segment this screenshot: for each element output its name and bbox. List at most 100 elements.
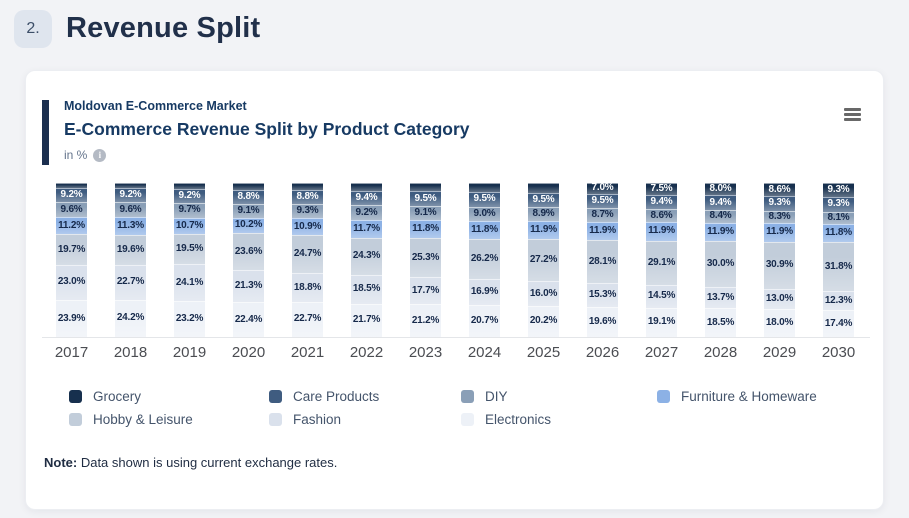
- segment-care-products[interactable]: 9.2%: [174, 188, 205, 203]
- segment-hobby-leisure[interactable]: 30.0%: [705, 241, 736, 288]
- segment-furniture-homeware[interactable]: 10.2%: [233, 217, 264, 234]
- segment-grocery[interactable]: 8.6%: [764, 183, 795, 197]
- segment-fashion[interactable]: 18.5%: [351, 275, 382, 304]
- segment-care-products[interactable]: 8.8%: [292, 190, 323, 204]
- segment-diy[interactable]: 9.6%: [56, 202, 87, 218]
- segment-hobby-leisure[interactable]: 19.6%: [115, 234, 146, 265]
- segment-fashion[interactable]: 21.3%: [233, 269, 264, 303]
- segment-grocery[interactable]: [233, 183, 264, 191]
- segment-furniture-homeware[interactable]: 11.9%: [646, 222, 677, 241]
- stacked-bar-2025[interactable]: 9.5% 8.9% 11.9% 27.2% 16.0% 20.2%: [528, 183, 559, 337]
- segment-electronics[interactable]: 20.7%: [469, 305, 500, 337]
- segment-furniture-homeware[interactable]: 11.8%: [410, 219, 441, 239]
- segment-care-products[interactable]: 9.4%: [351, 191, 382, 206]
- segment-fashion[interactable]: 17.7%: [410, 277, 441, 305]
- segment-electronics[interactable]: 22.4%: [233, 302, 264, 337]
- segment-grocery[interactable]: 7.0%: [587, 183, 618, 194]
- segment-grocery[interactable]: 7.5%: [646, 183, 677, 195]
- segment-hobby-leisure[interactable]: 31.8%: [823, 242, 854, 292]
- stacked-bar-2023[interactable]: 9.5% 9.1% 11.8% 25.3% 17.7% 21.2%: [410, 183, 441, 337]
- segment-diy[interactable]: 8.9%: [528, 207, 559, 222]
- segment-fashion[interactable]: 15.3%: [587, 283, 618, 307]
- segment-furniture-homeware[interactable]: 11.7%: [351, 219, 382, 238]
- segment-diy[interactable]: 8.3%: [764, 210, 795, 224]
- segment-electronics[interactable]: 21.7%: [351, 303, 382, 337]
- segment-grocery[interactable]: [174, 183, 205, 189]
- segment-furniture-homeware[interactable]: 11.8%: [823, 224, 854, 243]
- segment-grocery[interactable]: 8.0%: [705, 183, 736, 196]
- segment-furniture-homeware[interactable]: 11.9%: [587, 221, 618, 241]
- info-icon[interactable]: i: [93, 148, 107, 162]
- segment-diy[interactable]: 8.7%: [587, 208, 618, 222]
- segment-care-products[interactable]: 9.4%: [646, 194, 677, 209]
- segment-electronics[interactable]: 21.2%: [410, 304, 441, 337]
- segment-furniture-homeware[interactable]: 11.8%: [469, 220, 500, 239]
- stacked-bar-2021[interactable]: 8.8% 9.3% 10.9% 24.7% 18.8% 22.7%: [292, 183, 323, 337]
- segment-care-products[interactable]: 9.5%: [587, 193, 618, 209]
- stacked-bar-2022[interactable]: 9.4% 9.2% 11.7% 24.3% 18.5% 21.7%: [351, 183, 382, 337]
- stacked-bar-2019[interactable]: 9.2% 9.7% 10.7% 19.5% 24.1% 23.2%: [174, 183, 205, 337]
- segment-electronics[interactable]: 23.2%: [174, 301, 205, 337]
- segment-hobby-leisure[interactable]: 28.1%: [587, 240, 618, 284]
- legend-item-care-products[interactable]: Care Products: [269, 389, 461, 404]
- stacked-bar-2028[interactable]: 8.0% 9.4% 8.4% 11.9% 30.0% 13.7% 18.5%: [705, 183, 736, 337]
- segment-care-products[interactable]: 8.8%: [233, 190, 264, 204]
- segment-fashion[interactable]: 16.9%: [469, 279, 500, 306]
- segment-electronics[interactable]: 18.0%: [764, 309, 795, 337]
- stacked-bar-2017[interactable]: 9.2% 9.6% 11.2% 19.7% 23.0% 23.9%: [56, 183, 87, 337]
- segment-furniture-homeware[interactable]: 11.9%: [705, 222, 736, 242]
- segment-electronics[interactable]: 18.5%: [705, 308, 736, 337]
- segment-electronics[interactable]: 19.1%: [646, 307, 677, 337]
- segment-fashion[interactable]: 22.7%: [115, 264, 146, 300]
- segment-care-products[interactable]: 9.3%: [823, 197, 854, 212]
- segment-diy[interactable]: 8.1%: [823, 211, 854, 225]
- segment-diy[interactable]: 9.1%: [233, 203, 264, 218]
- segment-electronics[interactable]: 17.4%: [823, 310, 854, 337]
- segment-furniture-homeware[interactable]: 11.3%: [115, 217, 146, 235]
- segment-care-products[interactable]: 9.3%: [764, 196, 795, 211]
- stacked-bar-2026[interactable]: 7.0% 9.5% 8.7% 11.9% 28.1% 15.3% 19.6%: [587, 183, 618, 337]
- segment-fashion[interactable]: 13.7%: [705, 287, 736, 309]
- segment-grocery[interactable]: 9.3%: [823, 183, 854, 198]
- segment-fashion[interactable]: 13.0%: [764, 289, 795, 310]
- segment-furniture-homeware[interactable]: 11.9%: [764, 223, 795, 242]
- stacked-bar-2030[interactable]: 9.3% 9.3% 8.1% 11.8% 31.8% 12.3% 17.4%: [823, 183, 854, 337]
- legend-item-hobby-leisure[interactable]: Hobby & Leisure: [69, 412, 269, 427]
- segment-hobby-leisure[interactable]: 24.3%: [351, 237, 382, 276]
- segment-hobby-leisure[interactable]: 23.6%: [233, 233, 264, 270]
- legend-item-fashion[interactable]: Fashion: [269, 412, 461, 427]
- segment-furniture-homeware[interactable]: 10.7%: [174, 217, 205, 235]
- segment-hobby-leisure[interactable]: 29.1%: [646, 240, 677, 286]
- segment-hobby-leisure[interactable]: 25.3%: [410, 238, 441, 278]
- segment-grocery[interactable]: [410, 183, 441, 192]
- legend-item-furniture-homeware[interactable]: Furniture & Homeware: [657, 389, 863, 404]
- segment-electronics[interactable]: 22.7%: [292, 302, 323, 337]
- segment-care-products[interactable]: 9.2%: [115, 188, 146, 203]
- segment-grocery[interactable]: [115, 183, 146, 189]
- segment-electronics[interactable]: 19.6%: [587, 306, 618, 337]
- segment-furniture-homeware[interactable]: 11.9%: [528, 221, 559, 240]
- segment-furniture-homeware[interactable]: 10.9%: [292, 218, 323, 236]
- segment-diy[interactable]: 9.3%: [292, 203, 323, 219]
- segment-fashion[interactable]: 14.5%: [646, 285, 677, 308]
- segment-care-products[interactable]: 9.5%: [469, 192, 500, 207]
- segment-care-products[interactable]: 9.2%: [56, 188, 87, 203]
- stacked-bar-2029[interactable]: 8.6% 9.3% 8.3% 11.9% 30.9% 13.0% 18.0%: [764, 183, 795, 337]
- segment-electronics[interactable]: 20.2%: [528, 305, 559, 337]
- stacked-bar-2027[interactable]: 7.5% 9.4% 8.6% 11.9% 29.1% 14.5% 19.1%: [646, 183, 677, 337]
- segment-fashion[interactable]: 16.0%: [528, 281, 559, 306]
- segment-diy[interactable]: 9.0%: [469, 206, 500, 221]
- segment-diy[interactable]: 9.2%: [351, 205, 382, 220]
- segment-hobby-leisure[interactable]: 24.7%: [292, 235, 323, 274]
- segment-fashion[interactable]: 24.1%: [174, 264, 205, 302]
- legend-item-grocery[interactable]: Grocery: [69, 389, 269, 404]
- segment-hobby-leisure[interactable]: 26.2%: [469, 238, 500, 280]
- segment-electronics[interactable]: 24.2%: [115, 299, 146, 337]
- segment-hobby-leisure[interactable]: 30.9%: [764, 241, 795, 290]
- segment-fashion[interactable]: 12.3%: [823, 291, 854, 311]
- segment-fashion[interactable]: 23.0%: [56, 264, 87, 301]
- segment-grocery[interactable]: [528, 183, 559, 193]
- segment-diy[interactable]: 8.6%: [646, 208, 677, 223]
- segment-grocery[interactable]: [469, 183, 500, 193]
- stacked-bar-2018[interactable]: 9.2% 9.6% 11.3% 19.6% 22.7% 24.2%: [115, 183, 146, 337]
